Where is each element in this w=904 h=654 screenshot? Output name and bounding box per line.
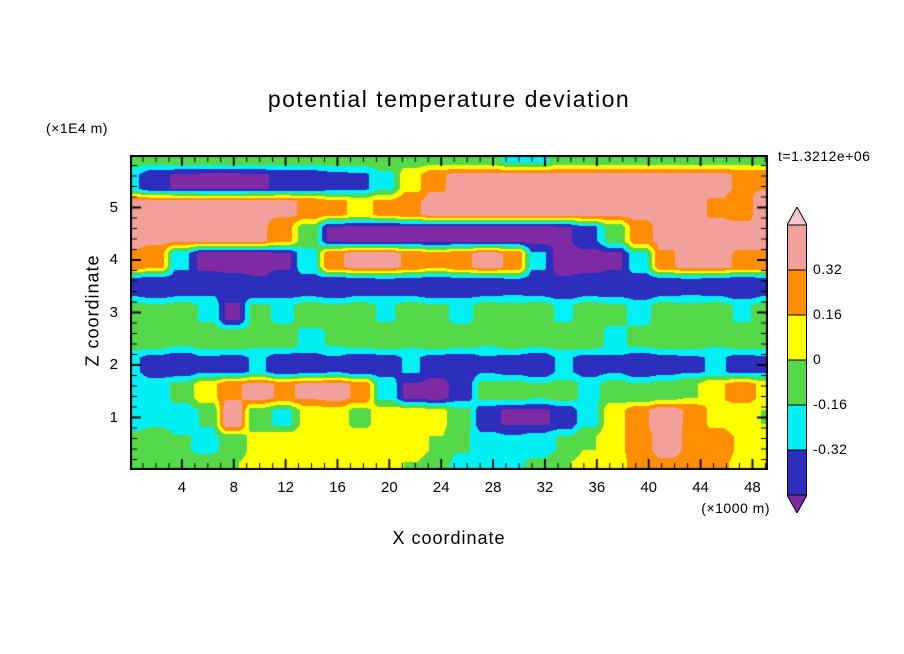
x-tick-label: 12 <box>277 479 294 496</box>
time-annotation: t=1.3212e+06 <box>778 148 871 164</box>
x-axis-title: X coordinate <box>392 528 506 548</box>
x-tick-label: 36 <box>588 479 606 496</box>
y-axis-unit-label: (×1E4 m) <box>46 120 108 136</box>
x-tick-label: 44 <box>692 479 709 496</box>
colorbar <box>787 207 807 513</box>
colorbar-tick-label: 0 <box>813 351 822 367</box>
x-tick-label: 20 <box>381 479 398 496</box>
z-tick-label: 5 <box>109 198 118 216</box>
x-tick-label: 16 <box>329 479 346 496</box>
z-tick-label: 3 <box>109 303 118 321</box>
x-tick-label: 8 <box>229 479 238 496</box>
x-tick-label: 28 <box>484 479 502 496</box>
contour-field-canvas <box>130 155 768 470</box>
x-axis-unit-label: (×1000 m) <box>701 500 770 516</box>
x-tick-label: 32 <box>536 479 554 496</box>
colorbar-tick-label: -0.32 <box>813 441 848 457</box>
x-tick-label: 48 <box>744 479 761 496</box>
z-tick-label: 4 <box>109 251 118 268</box>
chart-title: potential temperature deviation <box>267 86 631 112</box>
colorbar-tick-label: 0.16 <box>813 306 843 322</box>
z-tick-label: 1 <box>109 408 118 426</box>
x-tick-label: 40 <box>640 479 658 496</box>
x-tick-label: 24 <box>432 479 450 496</box>
z-tick-label: 2 <box>109 356 118 373</box>
colorbar-tick-label: -0.16 <box>813 396 848 412</box>
x-tick-label: 4 <box>177 479 187 496</box>
colorbar-tick-label: 0.32 <box>813 261 843 277</box>
